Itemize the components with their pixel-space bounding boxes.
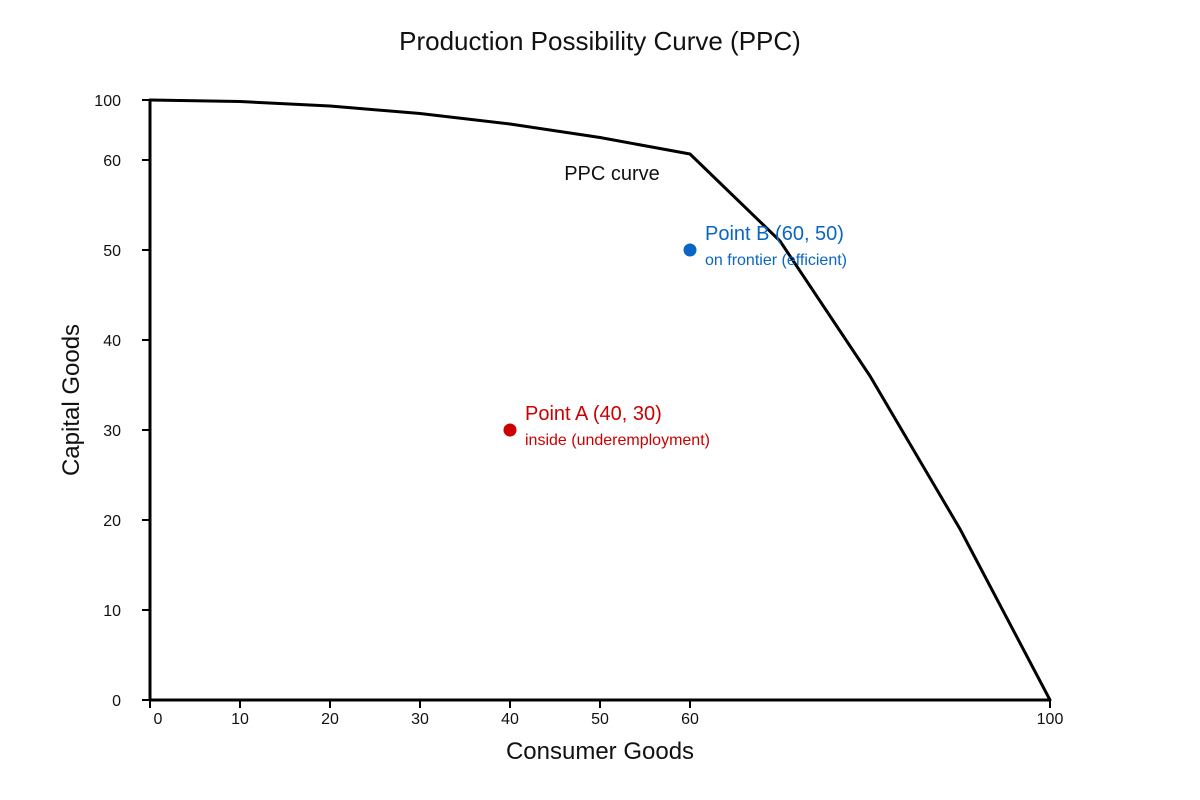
x-axis-title: Consumer Goods	[506, 738, 694, 765]
chart-title: Production Possibility Curve (PPC)	[399, 26, 801, 56]
x-tick-label: 20	[321, 711, 339, 728]
x-tick-label: 60	[681, 711, 699, 728]
y-tick-label: 50	[103, 243, 121, 260]
x-tick-label: 0	[154, 711, 163, 728]
y-axis-title: Capital Goods	[58, 324, 85, 476]
point-b-label: Point B (60, 50)	[705, 223, 844, 245]
y-tick-label: 0	[112, 693, 121, 710]
y-tick-label: 20	[103, 513, 121, 530]
x-tick-label: 100	[1037, 711, 1064, 728]
labels-layer: PPC curve Point A (40, 30) inside (underem…	[525, 163, 847, 449]
point-a-sublabel: inside (underemployment)	[525, 432, 710, 449]
ppc-curve-label: PPC curve	[564, 163, 660, 185]
ticks: 0 10 20 30 40 50 60 100 0 10 20 30 40 50 60 100	[94, 93, 1063, 728]
point-a-marker	[503, 423, 517, 437]
ppc-curve	[148, 98, 1052, 702]
y-tick-label: 10	[103, 603, 121, 620]
x-tick-label: 50	[591, 711, 609, 728]
point-b-marker	[683, 243, 697, 257]
point-a-label: Point A (40, 30)	[525, 403, 662, 425]
y-tick-label: 60	[103, 153, 121, 170]
x-tick-label: 10	[231, 711, 249, 728]
curve-layer	[148, 98, 1052, 702]
axes	[148, 100, 1050, 702]
y-tick-label: 30	[103, 423, 121, 440]
y-tick-label: 40	[103, 333, 121, 350]
x-tick-label: 30	[411, 711, 429, 728]
y-tick-label: 100	[94, 93, 121, 110]
x-tick-label: 40	[501, 711, 519, 728]
points-layer	[503, 243, 697, 437]
point-b-sublabel: on frontier (efficient)	[705, 252, 847, 269]
